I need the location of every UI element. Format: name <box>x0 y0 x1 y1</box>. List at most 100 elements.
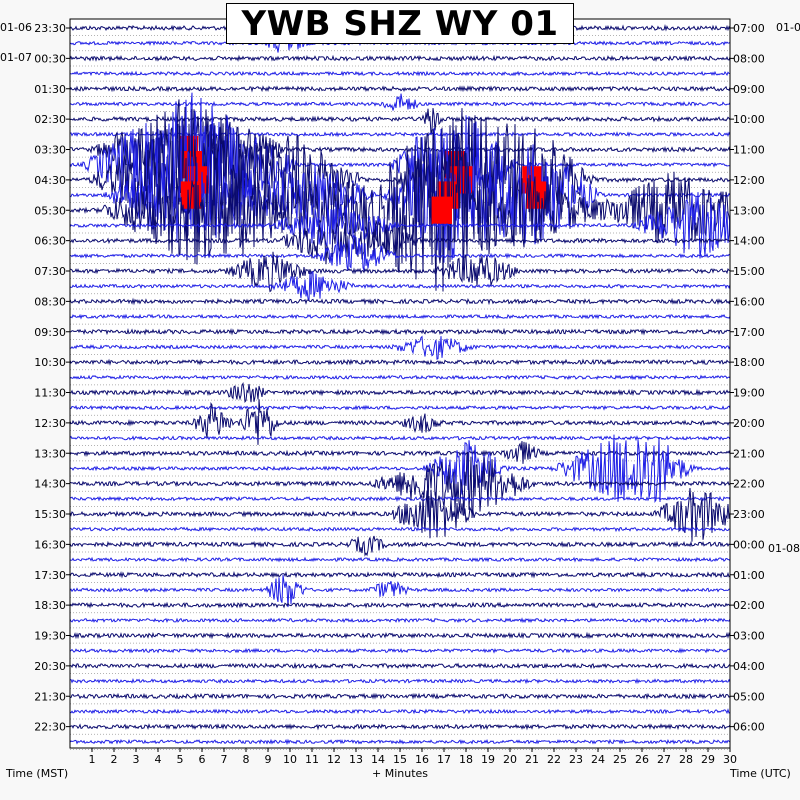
left-date-label: 01-06 <box>0 21 32 34</box>
left-tick-label: 23:30 <box>34 22 66 35</box>
seismic-trace <box>69 327 731 336</box>
seismic-trace <box>69 617 731 624</box>
right-tick-label: 18:00 <box>733 356 765 369</box>
seismic-trace <box>69 495 731 503</box>
right-tick-label: 21:00 <box>733 447 765 460</box>
bottom-tick-label: 16 <box>415 753 429 766</box>
bottom-axis-title: + Minutes <box>372 767 428 780</box>
seismic-trace <box>69 92 731 224</box>
seismic-trace <box>69 192 731 259</box>
bottom-tick-label: 13 <box>349 753 363 766</box>
seismic-trace <box>69 708 731 715</box>
left-tick-label: 04:30 <box>34 174 66 187</box>
right-tick-label: 16:00 <box>733 295 765 308</box>
seismic-trace <box>69 358 731 366</box>
seismic-trace <box>69 662 731 670</box>
seismic-trace <box>69 220 731 265</box>
left-tick-label: 14:30 <box>34 478 66 491</box>
left-date-label: 01-07 <box>0 51 32 64</box>
right-tick-label: 07:00 <box>733 22 765 35</box>
left-axis-title: Time (MST) <box>5 767 68 780</box>
clipped-event-mark <box>431 196 452 224</box>
seismic-trace <box>69 556 731 563</box>
bottom-tick-label: 27 <box>657 753 671 766</box>
right-tick-label: 10:00 <box>733 113 765 126</box>
seismic-trace <box>69 631 731 640</box>
seismic-trace <box>69 601 731 609</box>
left-tick-label: 10:30 <box>34 356 66 369</box>
left-tick-label: 17:30 <box>34 569 66 582</box>
right-tick-label: 06:00 <box>733 721 765 734</box>
seismic-trace <box>69 70 731 77</box>
bottom-tick-label: 6 <box>199 753 206 766</box>
left-tick-label: 13:30 <box>34 447 66 460</box>
seismic-trace <box>69 574 731 608</box>
seismic-trace <box>69 404 731 411</box>
right-tick-label: 05:00 <box>733 690 765 703</box>
right-date-label: 01-07 <box>776 21 800 34</box>
right-tick-label: 09:00 <box>733 83 765 96</box>
seismic-trace <box>69 93 731 111</box>
left-tick-label: 21:30 <box>34 690 66 703</box>
seismic-trace <box>69 235 731 272</box>
left-tick-label: 07:30 <box>34 265 66 278</box>
seismic-trace <box>69 526 731 533</box>
bottom-tick-label: 23 <box>569 753 583 766</box>
left-tick-label: 06:30 <box>34 235 66 248</box>
right-tick-label: 02:00 <box>733 599 765 612</box>
seismic-trace <box>69 381 731 403</box>
left-tick-label: 15:30 <box>34 508 66 521</box>
right-tick-label: 01:00 <box>733 569 765 582</box>
seismic-trace <box>69 487 731 542</box>
right-tick-label: 23:00 <box>733 508 765 521</box>
seismic-trace <box>69 297 731 306</box>
bottom-tick-label: 12 <box>327 753 341 766</box>
right-tick-label: 20:00 <box>733 417 765 430</box>
seismic-trace <box>69 570 731 579</box>
left-tick-label: 08:30 <box>34 295 66 308</box>
right-date-label: 01-08 <box>768 542 800 555</box>
right-tick-label: 19:00 <box>733 387 765 400</box>
seismic-trace <box>69 128 731 263</box>
seismic-trace <box>69 399 731 445</box>
seismic-trace <box>69 108 731 136</box>
bottom-tick-label: 29 <box>701 753 715 766</box>
left-tick-label: 19:30 <box>34 630 66 643</box>
seismic-trace <box>69 271 731 302</box>
seismic-trace <box>69 738 731 746</box>
bottom-tick-label: 9 <box>265 753 272 766</box>
left-tick-label: 20:30 <box>34 660 66 673</box>
seismic-trace <box>69 374 731 381</box>
left-tick-label: 09:30 <box>34 326 66 339</box>
right-tick-label: 11:00 <box>733 144 765 157</box>
bottom-tick-label: 17 <box>437 753 451 766</box>
seismic-trace <box>69 85 731 93</box>
bottom-tick-label: 5 <box>177 753 184 766</box>
bottom-tick-label: 7 <box>221 753 228 766</box>
bottom-tick-label: 11 <box>305 753 319 766</box>
bottom-tick-label: 15 <box>393 753 407 766</box>
right-tick-label: 22:00 <box>733 478 765 491</box>
seismic-trace <box>69 451 731 519</box>
seismic-trace <box>69 723 731 731</box>
seismic-trace <box>69 535 731 557</box>
bottom-tick-label: 2 <box>111 753 118 766</box>
right-tick-label: 17:00 <box>733 326 765 339</box>
seismic-trace <box>70 677 731 685</box>
chart-title: YWB SHZ WY 01 <box>226 3 574 44</box>
left-tick-label: 22:30 <box>34 721 66 734</box>
seismic-trace <box>69 335 731 360</box>
seismic-trace <box>69 54 731 63</box>
bottom-tick-label: 24 <box>591 753 605 766</box>
bottom-tick-label: 30 <box>723 753 737 766</box>
left-tick-label: 01:30 <box>34 83 66 96</box>
seismic-trace <box>69 434 731 504</box>
left-tick-label: 03:30 <box>34 144 66 157</box>
left-tick-label: 16:30 <box>34 538 66 551</box>
seismic-trace <box>69 647 731 654</box>
bottom-tick-label: 20 <box>503 753 517 766</box>
right-tick-label: 00:00 <box>733 538 765 551</box>
seismic-trace <box>69 127 731 292</box>
left-tick-label: 18:30 <box>34 599 66 612</box>
